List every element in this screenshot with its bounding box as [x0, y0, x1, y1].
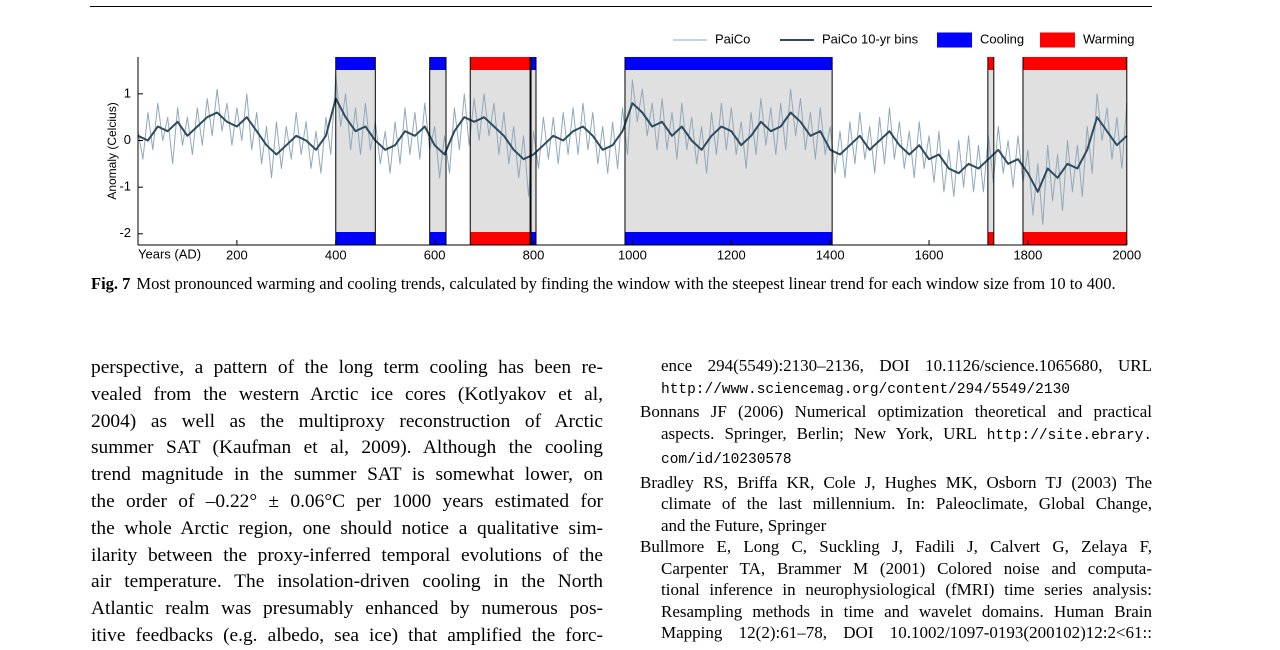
reference-url: com/id/10230578 — [661, 452, 792, 468]
y-tick-label: 0 — [124, 132, 131, 147]
reference-line: Mapping 12(2):61–78, DOI 10.1002/1097-01… — [661, 622, 1152, 644]
x-tick-label: 600 — [424, 247, 446, 262]
series-line — [137, 74, 1128, 225]
window-bar-bottom — [624, 232, 833, 245]
reference-text: Carpenter TA, Brammer M (2001) Colored n… — [661, 558, 1152, 578]
x-axis-label: Years (AD) — [138, 246, 201, 261]
right-column: ence 294(5549):2130–2136, DOI 10.1126/sc… — [640, 355, 1152, 644]
legend-swatch — [1040, 32, 1075, 48]
legend-label: PaiCo — [715, 31, 750, 46]
reference-line: ence 294(5549):2130–2136, DOI 10.1126/sc… — [661, 355, 1152, 377]
reference-text: Bullmore E, Long C, Suckling J, Fadili J… — [640, 537, 1152, 556]
reference-text: Bonnans JF (2006) Numerical optimization… — [640, 402, 1152, 421]
reference-text: tional inference in neurophysiological (… — [661, 580, 1152, 599]
reference-line: tional inference in neurophysiological (… — [661, 579, 1152, 601]
window-shade — [470, 57, 531, 245]
text-line: itive feedbacks (e.g. albedo, sea ice) t… — [91, 624, 603, 646]
window-bar-top — [1022, 57, 1127, 70]
x-tick-label: 1400 — [816, 247, 845, 262]
window-bar-top — [987, 57, 994, 70]
x-tick-label: 400 — [325, 247, 347, 262]
reference-line: climate of the last millennium. In: Pale… — [661, 493, 1152, 515]
reference-text: Mapping 12(2):61–78, DOI 10.1002/1097-01… — [661, 623, 1152, 642]
y-axis-label: Anomaly (Celcius) — [105, 102, 119, 199]
x-tick-label: 1200 — [717, 247, 746, 262]
text-line: 2004) as well as the multiproxy reconstr… — [91, 410, 603, 432]
window-bar-top — [470, 57, 531, 70]
reference-url: http://www.sciencemag.org/content/294/55… — [661, 381, 1070, 398]
x-tick-label: 800 — [523, 247, 545, 262]
caption-label: Fig. 7 — [91, 274, 131, 293]
window-bar-top — [624, 57, 833, 70]
reference-text: Resampling methods in time and wavelet d… — [661, 601, 1152, 621]
window-bar-top — [335, 57, 376, 70]
text-line: ilarity between the proxy-inferred tempo… — [91, 544, 603, 566]
legend-label: Warming — [1083, 31, 1135, 46]
reference-line: Bullmore E, Long C, Suckling J, Fadili J… — [640, 536, 1152, 558]
y-tick-label: 1 — [124, 85, 131, 100]
legend-label: Cooling — [980, 31, 1024, 46]
window-bar-bottom — [429, 232, 447, 245]
window-bar-top — [429, 57, 447, 70]
y-tick-label: -1 — [119, 179, 131, 194]
series-line — [137, 97, 1128, 193]
window-shade — [429, 57, 447, 245]
reference-text: aspects. Springer, Berlin; New York, URL — [661, 423, 977, 443]
window-shade — [335, 57, 376, 245]
window-bar-bottom — [531, 232, 536, 245]
reference-text: climate of the last millennium. In: Pale… — [661, 494, 1152, 513]
x-tick-label: 2000 — [1112, 247, 1141, 262]
reference-line: aspects. Springer, Berlin; New York, URL… — [661, 423, 1152, 448]
legend-label: PaiCo 10-yr bins — [822, 31, 919, 46]
left-column: perspective, a pattern of the long term … — [91, 355, 603, 650]
y-tick-label: -2 — [119, 225, 131, 240]
window-shade — [624, 57, 833, 245]
reference-line: Bonnans JF (2006) Numerical optimization… — [640, 401, 1152, 423]
window-bar-bottom — [335, 232, 376, 245]
window-bar-bottom — [987, 232, 994, 245]
window-bar-top — [531, 57, 536, 70]
text-line: the whole Arctic region, one should noti… — [91, 517, 603, 539]
window-bar-bottom — [470, 232, 531, 245]
x-tick-label: 1000 — [618, 247, 647, 262]
window-shade — [987, 57, 994, 245]
caption: Fig. 7 Most pronounced warming and coolin… — [91, 273, 1152, 295]
legend-swatch — [937, 32, 972, 48]
text-line: Atlantic realm was presumably enhanced b… — [91, 598, 603, 620]
text-line: perspective, a pattern of the long term … — [91, 357, 603, 378]
x-tick-label: 1600 — [915, 247, 944, 262]
reference-line: Bradley RS, Briffa KR, Cole J, Hughes MK… — [640, 472, 1152, 494]
window-bar-bottom — [1022, 232, 1127, 245]
reference-line: Resampling methods in time and wavelet d… — [661, 601, 1152, 623]
window-shade — [1022, 57, 1127, 245]
caption-text: Most pronounced warming and cooling tren… — [136, 274, 1116, 293]
reference-line: Carpenter TA, Brammer M (2001) Colored n… — [661, 558, 1152, 580]
reference-text: Bradley RS, Briffa KR, Cole J, Hughes MK… — [640, 472, 1152, 492]
text-line: trend magnitude in the summer SAT is som… — [91, 464, 603, 486]
reference-text: and the Future, Springer — [661, 515, 827, 535]
x-tick-label: 200 — [226, 247, 248, 262]
reference-line: http://www.sciencemag.org/content/294/55… — [661, 377, 1152, 402]
text-line: summer SAT (Kaufman et al, 2009). Althou… — [91, 437, 603, 459]
text-line: air temperature. The insolation-driven c… — [91, 571, 603, 593]
reference-url: http://site.ebrary. — [986, 427, 1153, 444]
x-tick-label: 1800 — [1013, 247, 1042, 262]
window-shade — [531, 57, 536, 245]
reference-line: com/id/10230578 — [661, 447, 1152, 472]
reference-text: ence 294(5549):2130–2136, DOI 10.1126/sc… — [661, 356, 1152, 375]
text-line: the order of –0.22° ± 0.06°C per 1000 ye… — [91, 490, 603, 512]
reference-line: and the Future, Springer — [661, 515, 1152, 537]
text-line: vealed from the western Arctic ice cores… — [91, 383, 603, 405]
